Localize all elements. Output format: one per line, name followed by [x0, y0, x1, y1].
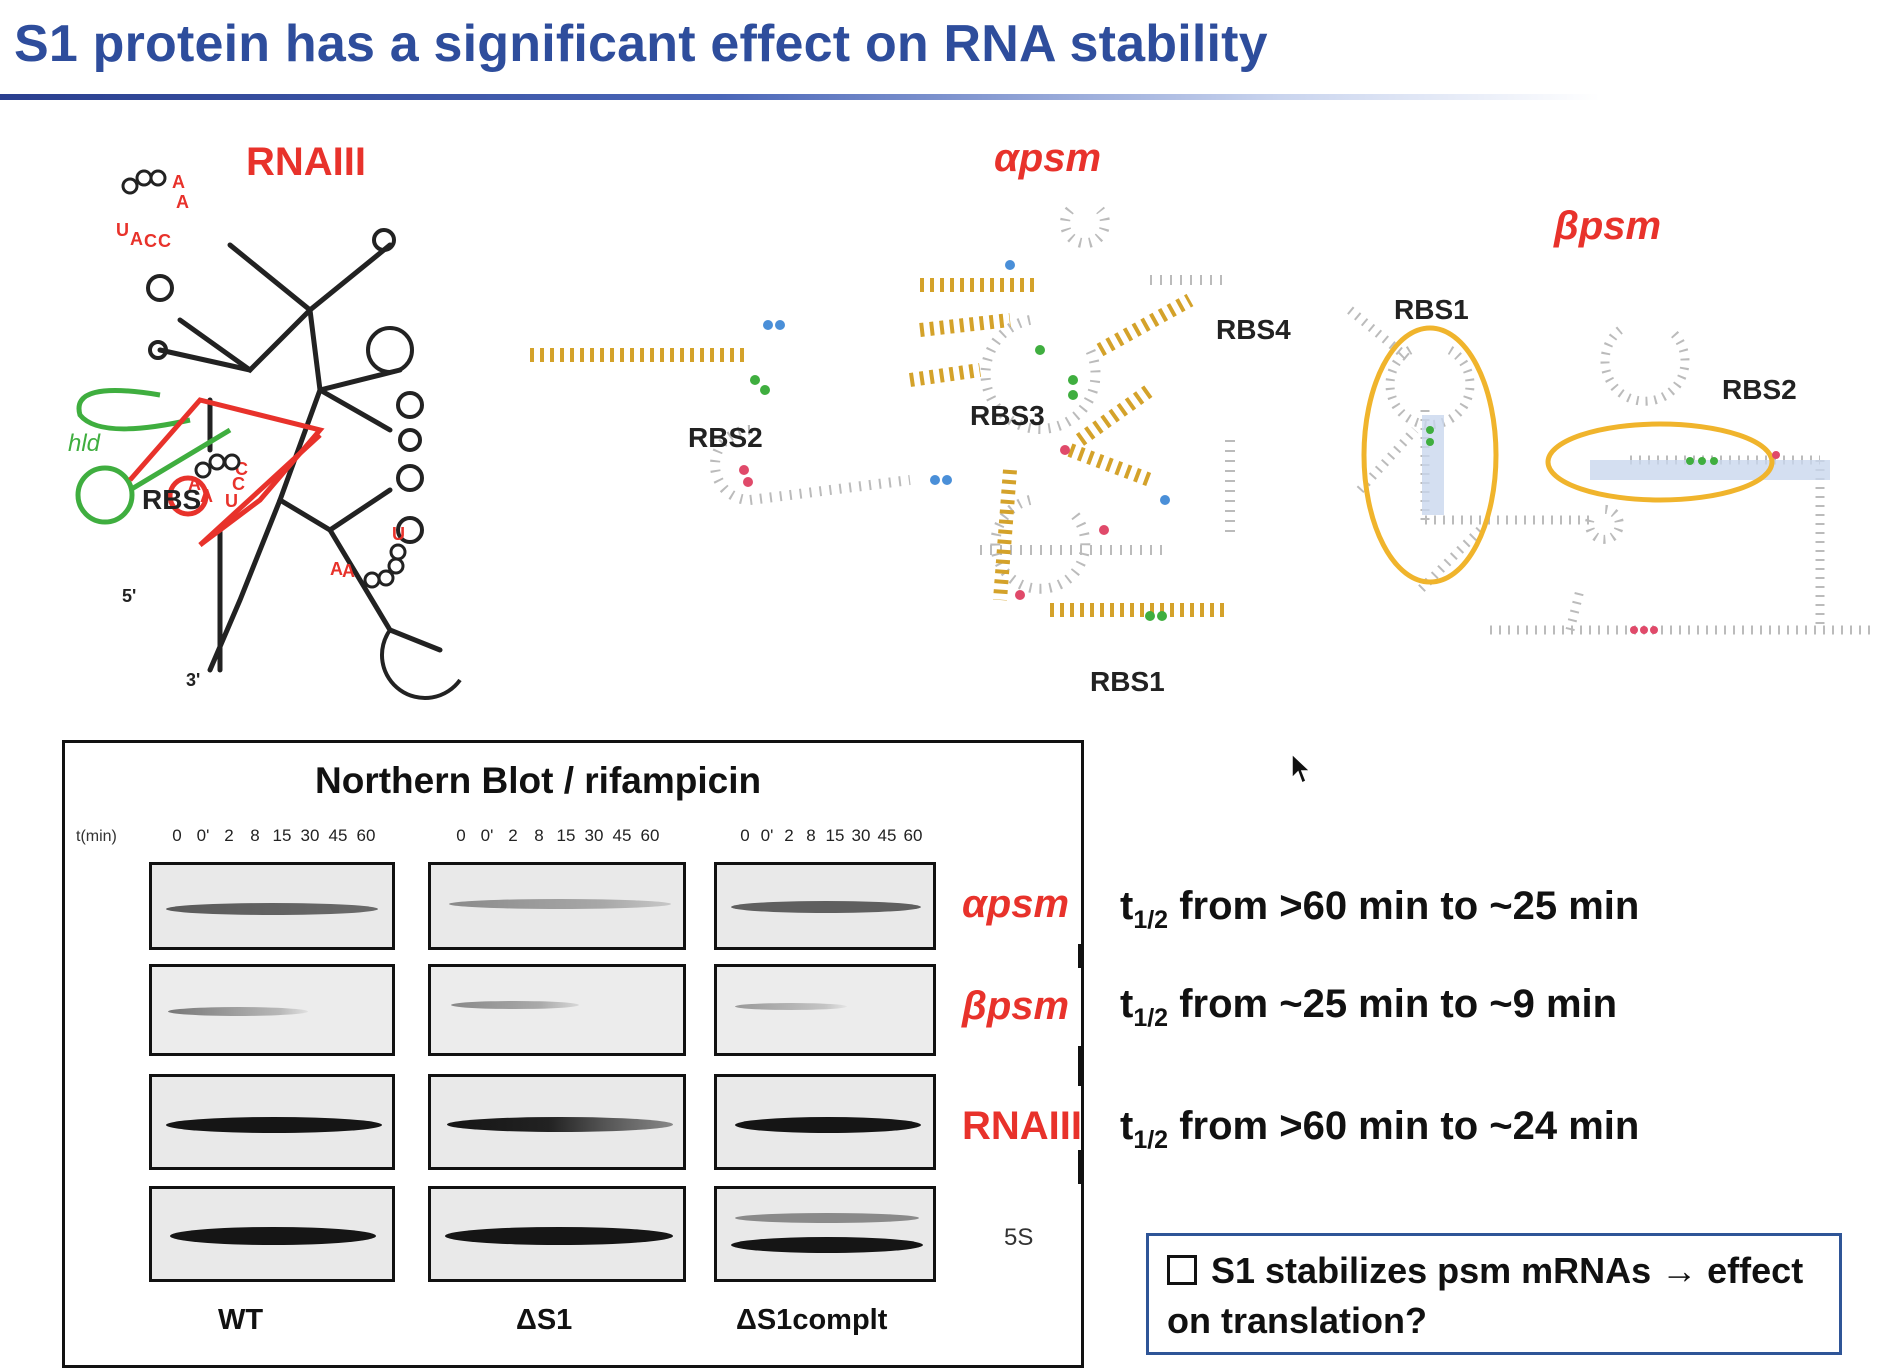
svg-text:C: C [158, 231, 171, 251]
timepoint: 45 [877, 826, 897, 845]
northern-blot-title: Northern Blot / rifampicin [315, 760, 762, 801]
svg-text:C: C [232, 474, 245, 494]
gel-ds1-5s [428, 1186, 686, 1282]
rnaiii-title: RNAIII [246, 140, 366, 184]
timepoint: 60 [903, 826, 923, 845]
half-life-bpsm: t1/2 from ~25 min to ~9 min [1120, 982, 1617, 1033]
timepoint: 0' [196, 826, 210, 845]
bpsm-rbs2-label: RBS2 [1722, 374, 1797, 405]
half-life-symbol: t [1120, 884, 1134, 928]
gel-wt-5s [149, 1186, 395, 1282]
timepoint: 2 [784, 826, 794, 845]
time-axis-label: t(min) [76, 828, 117, 845]
gel-ds1complt-rnaiii [714, 1074, 936, 1170]
timepoint: 8 [534, 826, 544, 845]
timepoint: 15 [272, 826, 292, 845]
svg-text:A: A [176, 192, 189, 212]
timepoint: 8 [250, 826, 260, 845]
timepoint: 45 [328, 826, 348, 845]
half-life-text: from ~25 min to ~9 min [1168, 982, 1618, 1026]
svg-text:A: A [172, 172, 185, 192]
svg-text:A: A [188, 474, 201, 494]
bpsm-rbs1-label: RBS1 [1394, 294, 1469, 325]
apsm-rbs1-label: RBS1 [1090, 666, 1165, 697]
timepoint: 0 [456, 826, 466, 845]
separator [1078, 1150, 1081, 1184]
timepoint: 30 [584, 826, 604, 845]
gel-ds1complt-apsm [714, 862, 936, 950]
timepoint: 15 [825, 826, 845, 845]
row-label-apsm: αpsm [962, 882, 1070, 926]
apsm-rbs3-label: RBS3 [970, 400, 1045, 431]
timepoint: 0 [172, 826, 182, 845]
slide-title: S1 protein has a significant effect on R… [14, 15, 1268, 73]
timepoint: 60 [640, 826, 660, 845]
separator [1078, 1046, 1081, 1086]
half-life-text: from >60 min to ~25 min [1168, 884, 1640, 928]
timepoint: 0' [760, 826, 774, 845]
row-label-bpsm: βpsm [962, 984, 1070, 1028]
strain-label-ds1: ΔS1 [516, 1304, 573, 1336]
rnaiii-rbs-label: RBS [142, 484, 202, 515]
half-life-text: from >60 min to ~24 min [1168, 1104, 1640, 1148]
gel-wt-apsm [149, 862, 395, 950]
svg-text:A: A [330, 559, 343, 579]
svg-text:A: A [342, 561, 355, 581]
apsm-title: αpsm [994, 136, 1102, 180]
half-life-rnaiii: t1/2 from >60 min to ~24 min [1120, 1104, 1639, 1155]
half-life-subscript: 1/2 [1133, 906, 1169, 934]
timepoint: 2 [508, 826, 518, 845]
timepoints-ds1complt: 0 0' 2 8 15 30 45 60 [734, 826, 926, 846]
bpsm-structure-diagram [1347, 306, 1870, 635]
five-prime-label: 5' [122, 586, 137, 606]
gel-ds1-bpsm [428, 964, 686, 1056]
timepoint: 60 [356, 826, 376, 845]
conclusion-box: S1 stabilizes psm mRNAs → effect on tran… [1146, 1233, 1842, 1355]
timepoint: 15 [556, 826, 576, 845]
timepoint: 45 [612, 826, 632, 845]
gel-ds1-apsm [428, 862, 686, 950]
gel-wt-bpsm [149, 964, 395, 1056]
apsm-structure-diagram [530, 206, 1235, 621]
strain-label-ds1complt: ΔS1complt [736, 1304, 888, 1336]
svg-text:C: C [144, 231, 157, 251]
bpsm-title: βpsm [1554, 204, 1662, 248]
gel-wt-rnaiii [149, 1074, 395, 1170]
strain-label-wt: WT [218, 1304, 264, 1336]
svg-text:U: U [116, 220, 129, 240]
apsm-rbs2-label: RBS2 [688, 422, 763, 453]
timepoint: 8 [806, 826, 816, 845]
apsm-rbs4-label: RBS4 [1216, 314, 1291, 345]
row-label-rnaiii: RNAIII [962, 1104, 1082, 1148]
conclusion-text: S1 stabilizes psm mRNAs → effect on tran… [1167, 1250, 1804, 1341]
timepoint: 30 [300, 826, 320, 845]
timepoint: 2 [224, 826, 234, 845]
half-life-subscript: 1/2 [1133, 1004, 1169, 1032]
half-life-apsm: t1/2 from >60 min to ~25 min [1120, 884, 1639, 935]
gel-ds1complt-bpsm [714, 964, 936, 1056]
timepoint: 30 [851, 826, 871, 845]
mouse-cursor-icon [1291, 752, 1312, 785]
title-underline [0, 94, 1600, 100]
svg-text:A: A [130, 229, 143, 249]
timepoints-ds1: 0 0' 2 8 15 30 45 60 [448, 826, 664, 846]
timepoint: 0' [480, 826, 494, 845]
svg-text:A: A [200, 486, 213, 506]
timepoints-wt: 0 0' 2 8 15 30 45 60 [164, 826, 380, 846]
half-life-symbol: t [1120, 982, 1134, 1026]
checkbox-bullet-icon [1167, 1255, 1197, 1285]
gel-ds1-rnaiii [428, 1074, 686, 1170]
gel-ds1complt-5s [714, 1186, 936, 1282]
svg-text:U: U [225, 491, 238, 511]
timepoint: 0 [740, 826, 750, 845]
hld-label: hld [68, 430, 101, 457]
row-label-5s: 5S [1004, 1224, 1034, 1251]
half-life-symbol: t [1120, 1104, 1134, 1148]
half-life-subscript: 1/2 [1133, 1126, 1169, 1154]
separator [1078, 944, 1081, 968]
three-prime-label: 3' [186, 670, 201, 690]
svg-text:U: U [392, 524, 405, 544]
